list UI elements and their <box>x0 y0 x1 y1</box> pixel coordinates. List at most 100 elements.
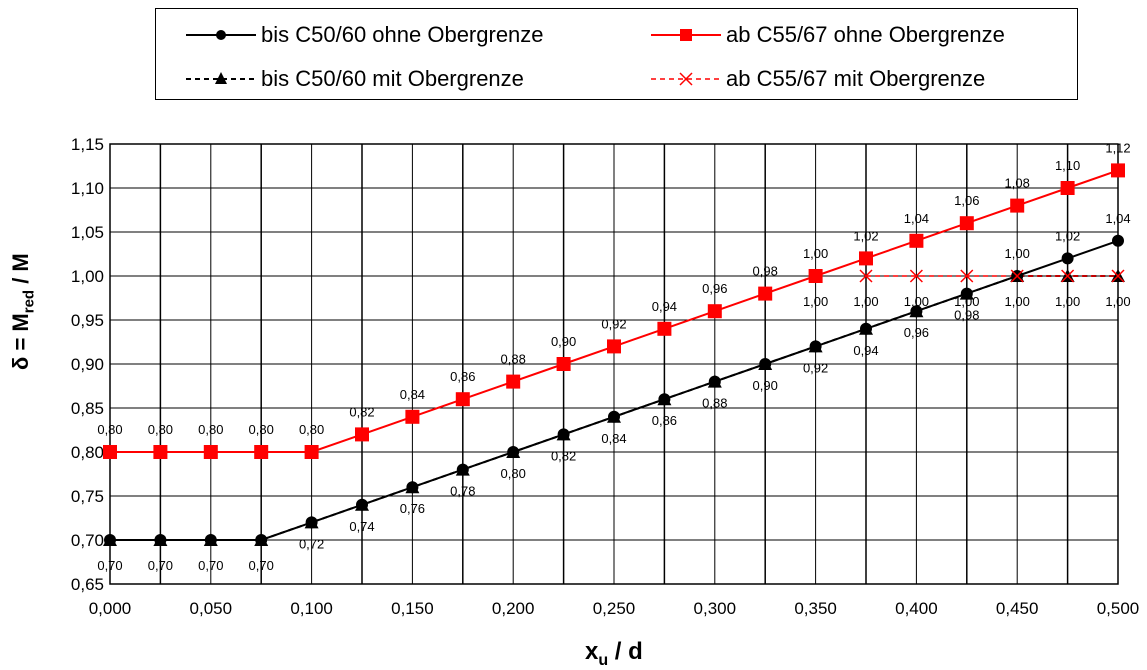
marker-square <box>707 304 722 319</box>
x-tick-label: 0,250 <box>593 599 636 618</box>
marker-square <box>1010 198 1025 213</box>
legend: bis C50/60 ohne Obergrenze ab C55/67 ohn… <box>155 8 1078 100</box>
marker-square <box>758 286 773 301</box>
data-label-black: 0,82 <box>551 448 576 463</box>
data-label-red: 0,80 <box>299 422 324 437</box>
marker-triangle <box>808 339 823 353</box>
data-label-red: 0,86 <box>450 369 475 384</box>
data-label-flat: 1,00 <box>853 294 878 309</box>
data-label-black-upper: 1,00 <box>1005 246 1030 261</box>
data-label-red: 0,96 <box>702 281 727 296</box>
x-tick-label: 0,150 <box>391 599 434 618</box>
data-label-red: 1,10 <box>1055 158 1080 173</box>
marker-square <box>1060 181 1075 195</box>
data-label-red: 0,80 <box>97 422 122 437</box>
marker-square <box>808 269 823 283</box>
data-label-black-upper: 1,02 <box>1055 228 1080 243</box>
data-label-black: 0,76 <box>400 501 425 516</box>
legend-swatches <box>186 29 721 86</box>
y-tick-label: 0,90 <box>71 355 104 374</box>
x-tick-label: 0,400 <box>895 599 938 618</box>
marker-triangle <box>657 392 672 406</box>
data-label-black: 0,96 <box>904 325 929 340</box>
marker-circle <box>1061 252 1074 265</box>
marker-triangle <box>959 286 974 300</box>
x-tick-label: 0,000 <box>89 599 132 618</box>
marker-triangle <box>506 445 521 458</box>
legend-label-4: ab C55/67 mit Obergrenze <box>726 66 986 91</box>
marker-triangle <box>203 533 218 546</box>
x-tick-label: 0,500 <box>1097 599 1140 618</box>
x-tick-label: 0,050 <box>190 599 233 618</box>
marker-triangle <box>153 533 168 546</box>
data-label-black: 0,92 <box>803 360 828 375</box>
marker-square <box>455 392 470 407</box>
data-label-black: 0,72 <box>299 536 324 551</box>
data-label-black: 0,74 <box>349 519 374 534</box>
data-label-flat: 1,00 <box>1055 294 1080 309</box>
data-label-red: 0,94 <box>652 299 677 314</box>
marker-triangle <box>103 533 117 546</box>
legend-swatch-red-solid <box>651 29 721 41</box>
marker-triangle <box>455 462 470 476</box>
data-label-red: 1,12 <box>1105 140 1130 155</box>
legend-label-2: ab C55/67 ohne Obergrenze <box>726 22 1005 47</box>
data-label-black-upper: 1,04 <box>1105 211 1130 226</box>
legend-swatch-red-dashed <box>651 72 721 86</box>
marker-triangle <box>859 321 873 335</box>
legend-label-3: bis C50/60 mit Obergrenze <box>261 66 524 91</box>
data-label-red: 1,04 <box>904 211 929 226</box>
data-label-black: 0,84 <box>601 431 626 446</box>
marker-square <box>657 321 672 336</box>
data-label-flat: 1,00 <box>803 294 828 309</box>
y-tick-label: 0,75 <box>71 487 104 506</box>
marker-x <box>1010 269 1024 283</box>
data-label-black: 0,98 <box>954 308 979 323</box>
marker-x <box>859 269 873 283</box>
marker-square <box>959 216 974 231</box>
legend-label-1: bis C50/60 ohne Obergrenze <box>261 22 544 47</box>
data-label-black: 0,90 <box>753 378 778 393</box>
data-label-flat: 1,00 <box>954 294 979 309</box>
marker-square <box>103 445 117 459</box>
data-label-red: 1,02 <box>853 228 878 243</box>
marker-square <box>153 445 168 459</box>
data-label-black: 0,70 <box>97 558 122 573</box>
data-label-black: 0,94 <box>853 343 878 358</box>
marker-square <box>355 427 369 442</box>
y-axis-label: δ = Mred / M <box>8 253 37 370</box>
legend-swatch-black-dashed <box>186 72 256 84</box>
x-axis-label-sub: u <box>598 651 609 669</box>
data-label-black: 0,70 <box>198 558 223 573</box>
data-label-red: 1,00 <box>803 246 828 261</box>
data-label-red: 0,88 <box>501 352 526 367</box>
y-tick-label: 0,95 <box>71 311 104 330</box>
y-tick-label: 1,10 <box>71 179 104 198</box>
marker-square <box>254 445 269 459</box>
marker-square <box>607 339 621 354</box>
data-label-red: 0,82 <box>349 404 374 419</box>
marker-x <box>1061 269 1075 283</box>
y-axis-label-main: δ = M <box>8 313 33 370</box>
data-label-flat: 1,00 <box>1105 294 1130 309</box>
marker-triangle <box>254 533 269 546</box>
marker-triangle <box>405 480 420 494</box>
x-axis-label-rest: / d <box>608 638 643 665</box>
x-tick-label: 0,100 <box>290 599 333 618</box>
marker-square <box>506 374 521 389</box>
data-label-black: 0,78 <box>450 484 475 499</box>
marker-square <box>909 233 924 248</box>
y-tick-label: 0,85 <box>71 399 104 418</box>
x-tick-label: 0,350 <box>794 599 837 618</box>
marker-square <box>556 357 571 371</box>
marker-square <box>405 409 420 424</box>
y-tick-label: 1,15 <box>71 135 104 154</box>
data-label-red: 0,90 <box>551 334 576 349</box>
marker-triangle <box>758 357 773 370</box>
marker-triangle <box>304 515 319 529</box>
marker-triangle <box>707 374 722 388</box>
y-axis-label-rest: / M <box>8 253 33 290</box>
x-tick-label: 0,300 <box>694 599 737 618</box>
data-label-red: 0,80 <box>148 422 173 437</box>
